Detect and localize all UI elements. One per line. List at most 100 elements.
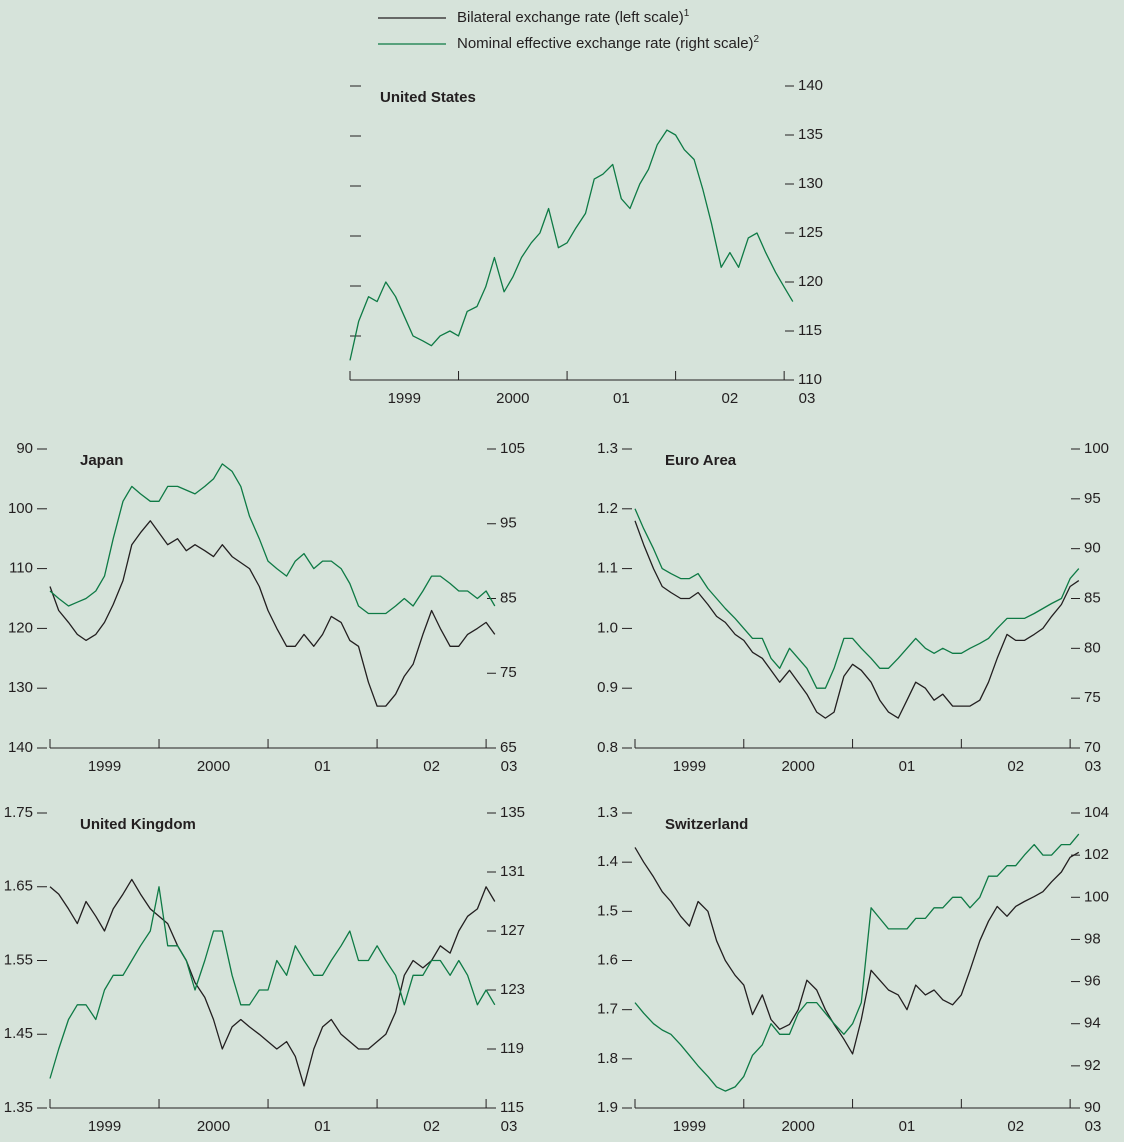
y2-tick-label: 119 (500, 1040, 524, 1057)
y2-tick-label: 140 (798, 77, 823, 94)
series-line (634, 520, 1080, 719)
y-tick-label: 1.3 (597, 440, 618, 457)
y-tick-label: 90 (16, 440, 33, 457)
panel-title: United States (380, 89, 476, 106)
y-tick-label: 130 (8, 679, 33, 696)
y2-tick-label: 98 (1084, 930, 1101, 947)
x-tick-label: 02 (423, 1118, 440, 1135)
x-tick-label: 2000 (781, 1118, 814, 1135)
y2-tick-label: 125 (798, 224, 823, 241)
y2-tick-label: 90 (1084, 1099, 1101, 1116)
y-tick-label: 1.45 (4, 1025, 33, 1042)
x-tick-label: 1999 (88, 1118, 121, 1135)
y-tick-label: 1.1 (597, 560, 618, 577)
x-tick-label: 01 (314, 1118, 331, 1135)
y2-tick-label: 100 (1084, 440, 1109, 457)
y-tick-label: 1.9 (597, 1099, 618, 1116)
x-tick-label: 1999 (673, 1118, 706, 1135)
x-tick-label: 2000 (197, 758, 230, 775)
x-tick-label: 1999 (88, 758, 121, 775)
x-tick-label: 02 (1007, 758, 1024, 775)
x-tick-label: 03 (1085, 758, 1102, 775)
x-tick-label: 02 (423, 758, 440, 775)
y2-tick-label: 104 (1084, 804, 1109, 821)
series-line (634, 847, 1080, 1055)
y2-tick-label: 123 (500, 981, 525, 998)
series-line (49, 886, 496, 1079)
y-tick-label: 110 (9, 560, 33, 577)
y-tick-label: 1.4 (597, 853, 618, 870)
y2-tick-label: 75 (1084, 689, 1101, 706)
y-tick-label: 1.55 (4, 951, 33, 968)
y2-tick-label: 105 (500, 440, 525, 457)
panel-title: Switzerland (665, 816, 748, 833)
legend-text: Bilateral exchange rate (left scale) (457, 9, 684, 26)
y2-tick-label: 120 (798, 273, 823, 290)
legend-label: Bilateral exchange rate (left scale)1 (457, 8, 690, 26)
x-tick-label: 01 (613, 390, 630, 407)
y2-tick-label: 102 (1084, 846, 1109, 863)
y2-tick-label: 85 (1084, 589, 1101, 606)
y-tick-label: 1.0 (597, 619, 618, 636)
x-tick-label: 2000 (781, 758, 814, 775)
legend-text: Nominal effective exchange rate (right s… (457, 35, 754, 52)
y2-tick-label: 90 (1084, 540, 1101, 557)
series-line (634, 508, 1080, 689)
y-tick-label: 1.7 (597, 1001, 618, 1018)
series-line (49, 463, 496, 615)
x-tick-label: 1999 (673, 758, 706, 775)
y-tick-label: 1.8 (597, 1050, 618, 1067)
y2-tick-label: 135 (500, 804, 525, 821)
x-tick-label: 03 (501, 1118, 518, 1135)
x-tick-label: 03 (1085, 1118, 1102, 1135)
y-tick-label: 1.6 (597, 951, 618, 968)
y-tick-label: 1.65 (4, 878, 33, 895)
y2-tick-label: 131 (500, 863, 525, 880)
x-tick-label: 02 (1007, 1118, 1024, 1135)
panel-title: United Kingdom (80, 816, 196, 833)
legend-note: 2 (754, 34, 760, 45)
y2-tick-label: 92 (1084, 1057, 1101, 1074)
y2-tick-label: 75 (500, 664, 517, 681)
y2-tick-label: 95 (500, 515, 517, 532)
panel-title: Japan (80, 452, 123, 469)
x-tick-label: 01 (314, 758, 331, 775)
series-line (349, 129, 794, 361)
y2-tick-label: 80 (1084, 639, 1101, 656)
x-tick-label: 03 (501, 758, 518, 775)
y-tick-label: 100 (8, 500, 33, 517)
y-tick-label: 1.3 (597, 804, 618, 821)
y-tick-label: 1.35 (4, 1099, 33, 1116)
y-tick-label: 1.75 (4, 804, 33, 821)
y2-tick-label: 96 (1084, 973, 1101, 990)
y-tick-label: 0.9 (597, 679, 618, 696)
x-tick-label: 1999 (388, 390, 421, 407)
y-tick-label: 140 (8, 739, 33, 756)
series-line (634, 833, 1080, 1092)
y-tick-label: 120 (8, 619, 33, 636)
y2-tick-label: 100 (1084, 888, 1109, 905)
y2-tick-label: 85 (500, 589, 517, 606)
y-tick-label: 0.8 (597, 739, 618, 756)
y2-tick-label: 127 (500, 922, 525, 939)
panel-title: Euro Area (665, 452, 737, 469)
series-line (49, 520, 496, 707)
y-tick-label: 1.5 (597, 902, 618, 919)
y2-tick-label: 95 (1084, 490, 1101, 507)
x-tick-label: 2000 (496, 390, 529, 407)
x-tick-label: 01 (899, 1118, 916, 1135)
y2-tick-label: 135 (798, 126, 823, 143)
x-tick-label: 01 (899, 758, 916, 775)
y2-tick-label: 65 (500, 739, 517, 756)
x-tick-label: 02 (722, 390, 739, 407)
y2-tick-label: 70 (1084, 739, 1101, 756)
legend-label: Nominal effective exchange rate (right s… (457, 34, 760, 52)
y2-tick-label: 115 (798, 322, 822, 339)
series-line (49, 878, 496, 1087)
y2-tick-label: 130 (798, 175, 823, 192)
x-tick-label: 2000 (197, 1118, 230, 1135)
y2-tick-label: 115 (500, 1099, 524, 1116)
